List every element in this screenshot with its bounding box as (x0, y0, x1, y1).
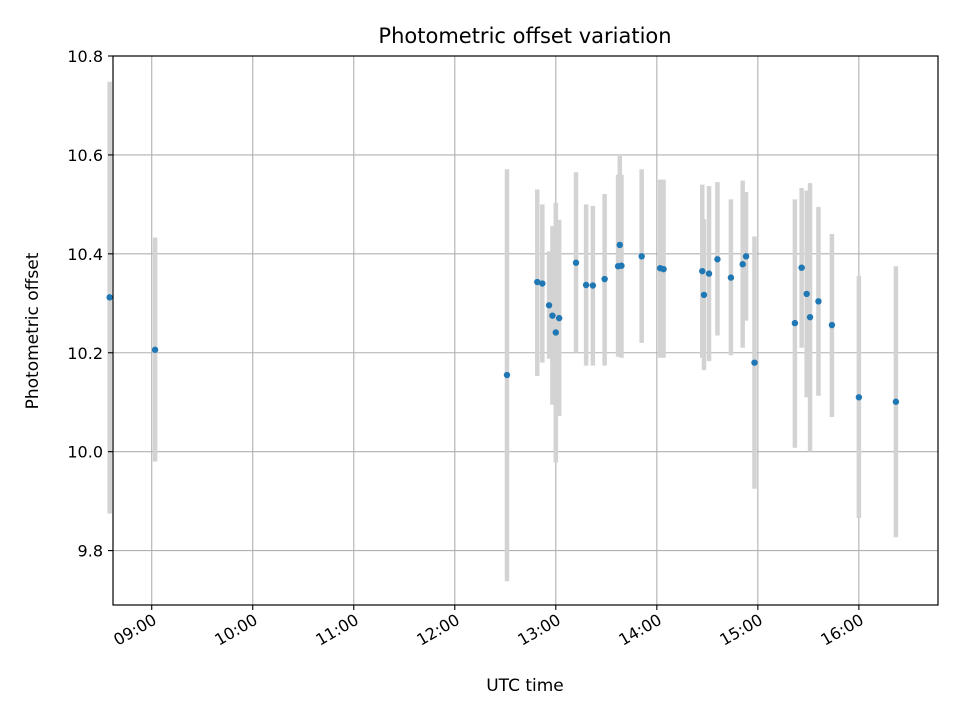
y-axis-ticks: 9.8 10.0 10.2 10.4 10.6 10.8 (67, 47, 113, 561)
data-point (742, 253, 750, 260)
data-point (552, 329, 560, 336)
data-point (855, 394, 863, 401)
x-axis-label: UTC time (486, 676, 564, 696)
y-tick-label: 9.8 (78, 542, 103, 561)
data-point (828, 321, 836, 329)
data-point (106, 294, 113, 301)
y-tick-label: 10.0 (67, 443, 103, 462)
data-point (727, 274, 735, 281)
data-point (545, 302, 553, 309)
chart-title: Photometric offset variation (378, 24, 671, 48)
data-point (791, 319, 799, 327)
data-point (892, 398, 900, 405)
data-point (572, 259, 580, 266)
data-point (660, 265, 667, 273)
data-point (638, 253, 645, 260)
data-point (601, 275, 608, 283)
y-tick-label: 10.8 (67, 47, 103, 66)
plot-frame (112, 55, 939, 606)
data-point (798, 264, 805, 271)
data-point (151, 346, 159, 353)
data-point (815, 298, 822, 305)
data-point (616, 241, 623, 249)
y-tick-label: 10.2 (67, 344, 103, 363)
data-point (806, 313, 814, 321)
data-point (555, 314, 563, 322)
data-point (751, 359, 758, 366)
data-point (539, 280, 546, 287)
y-tick-label: 10.4 (67, 245, 103, 264)
data-point (714, 256, 721, 263)
data-point (549, 312, 556, 319)
data-point (705, 270, 713, 277)
data-point (503, 371, 511, 379)
data-point (699, 267, 706, 275)
y-axis-label: Photometric offset (23, 252, 43, 409)
data-point (803, 290, 810, 298)
data-point (700, 291, 708, 299)
data-point (589, 282, 597, 289)
data-point (618, 262, 625, 269)
data-point (739, 261, 746, 268)
data-point (582, 281, 590, 289)
y-tick-label: 10.6 (67, 146, 103, 165)
data-points (106, 241, 900, 405)
data-point (534, 278, 541, 286)
